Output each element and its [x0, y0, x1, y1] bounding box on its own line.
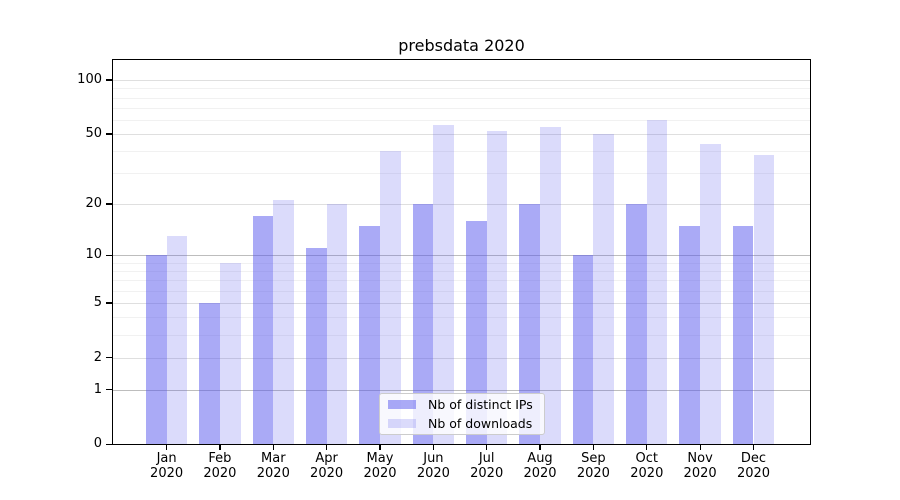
- bar-distinct-ips-nov: [679, 225, 701, 444]
- y-tick-mark: [106, 203, 112, 205]
- bar-downloads-apr: [326, 204, 348, 444]
- y-tick-mark: [106, 443, 112, 446]
- x-tick-label-oct: Oct 2020: [630, 451, 664, 482]
- legend-swatch-distinct-ips: [388, 400, 416, 409]
- y-tick-label: 2: [93, 349, 102, 365]
- x-tick-label-nov: Nov 2020: [683, 451, 717, 482]
- x-tick-mark: [592, 444, 595, 450]
- legend: Nb of distinct IPs Nb of downloads: [379, 393, 545, 435]
- x-tick-label-feb: Feb 2020: [203, 451, 237, 482]
- x-tick-mark: [219, 444, 221, 450]
- bar-downloads-jun: [433, 125, 455, 444]
- x-tick-label-jul: Jul 2020: [470, 451, 504, 482]
- bar-distinct-ips-jun: [412, 204, 434, 444]
- y-tick-mark: [106, 254, 112, 256]
- gridline-minor: [113, 335, 810, 336]
- gridline-major: [113, 80, 810, 81]
- gridline-minor: [113, 280, 810, 282]
- bar-distinct-ips-dec: [732, 225, 754, 444]
- y-tick-mark: [106, 389, 112, 391]
- bar-downloads-aug: [540, 126, 561, 444]
- gridline-major: [113, 389, 810, 391]
- bar-distinct-ips-feb: [199, 302, 220, 444]
- gridline-major: [113, 204, 810, 205]
- gridline-major: [113, 302, 810, 304]
- gridline-minor: [113, 262, 810, 264]
- bar-distinct-ips-apr: [305, 248, 327, 444]
- x-tick-mark: [379, 444, 381, 450]
- y-tick-label: 0: [93, 436, 102, 452]
- y-tick-label: 10: [85, 247, 102, 263]
- x-tick-mark: [752, 444, 755, 450]
- x-tick-mark: [326, 444, 328, 450]
- gridline-major: [113, 134, 810, 135]
- legend-label-downloads: Nb of downloads: [428, 416, 533, 431]
- bar-distinct-ips-jul: [466, 220, 487, 444]
- x-tick-mark: [432, 444, 435, 450]
- x-tick-label-sep: Sep 2020: [576, 451, 610, 482]
- x-tick-label-jan: Jan 2020: [150, 451, 184, 482]
- y-tick-label: 20: [85, 196, 102, 211]
- bar-downloads-may: [380, 151, 401, 444]
- bar-downloads-feb: [219, 262, 241, 444]
- gridline-minor: [113, 107, 810, 109]
- gridline-minor: [113, 173, 810, 175]
- x-tick-mark: [699, 444, 701, 450]
- y-tick-mark: [106, 302, 112, 304]
- bar-distinct-ips-may: [359, 225, 380, 444]
- x-tick-label-apr: Apr 2020: [310, 451, 344, 482]
- bar-distinct-ips-sep: [572, 255, 594, 444]
- y-tick-label: 100: [77, 72, 102, 87]
- y-tick-mark: [106, 79, 112, 81]
- y-tick-mark: [106, 133, 112, 135]
- x-tick-label-mar: Mar 2020: [256, 451, 290, 482]
- y-tick-mark: [106, 357, 112, 359]
- y-tick-label: 5: [93, 294, 102, 310]
- legend-item-downloads: Nb of downloads: [388, 416, 536, 431]
- x-tick-mark: [486, 444, 488, 450]
- x-tick-mark: [166, 444, 168, 450]
- bar-downloads-sep: [593, 134, 615, 444]
- bar-downloads-mar: [273, 200, 294, 444]
- x-tick-label-jun: Jun 2020: [416, 451, 450, 482]
- legend-item-distinct-ips: Nb of distinct IPs: [388, 397, 536, 412]
- bar-distinct-ips-mar: [252, 216, 274, 444]
- bar-downloads-jul: [486, 130, 508, 444]
- gridline-minor: [113, 317, 810, 319]
- bar-distinct-ips-jan: [145, 255, 167, 444]
- legend-swatch-downloads: [388, 419, 416, 428]
- gridline-minor: [113, 270, 810, 272]
- bar-downloads-nov: [700, 143, 721, 444]
- chart-title: prebsdata 2020: [398, 36, 525, 55]
- bar-distinct-ips-aug: [519, 204, 540, 444]
- x-tick-label-aug: Aug 2020: [523, 451, 557, 482]
- x-tick-mark: [272, 444, 274, 450]
- bar-distinct-ips-oct: [626, 204, 647, 444]
- y-tick-label: 50: [85, 126, 102, 141]
- gridline-minor: [113, 88, 810, 90]
- bar-downloads-dec: [753, 155, 775, 444]
- x-tick-mark: [646, 444, 648, 450]
- x-tick-label-dec: Dec 2020: [736, 451, 771, 482]
- gridline-minor: [113, 290, 810, 292]
- bar-downloads-jan: [166, 236, 188, 444]
- gridline-major: [113, 255, 810, 257]
- x-tick-label-may: May 2020: [363, 451, 397, 482]
- gridline-major: [113, 357, 810, 359]
- x-tick-mark: [539, 444, 541, 450]
- gridline-minor: [113, 119, 810, 121]
- bar-downloads-oct: [646, 119, 668, 444]
- gridline-minor: [113, 97, 810, 99]
- y-tick-label: 1: [93, 381, 102, 397]
- legend-label-distinct-ips: Nb of distinct IPs: [428, 397, 533, 412]
- gridline-minor: [113, 151, 810, 153]
